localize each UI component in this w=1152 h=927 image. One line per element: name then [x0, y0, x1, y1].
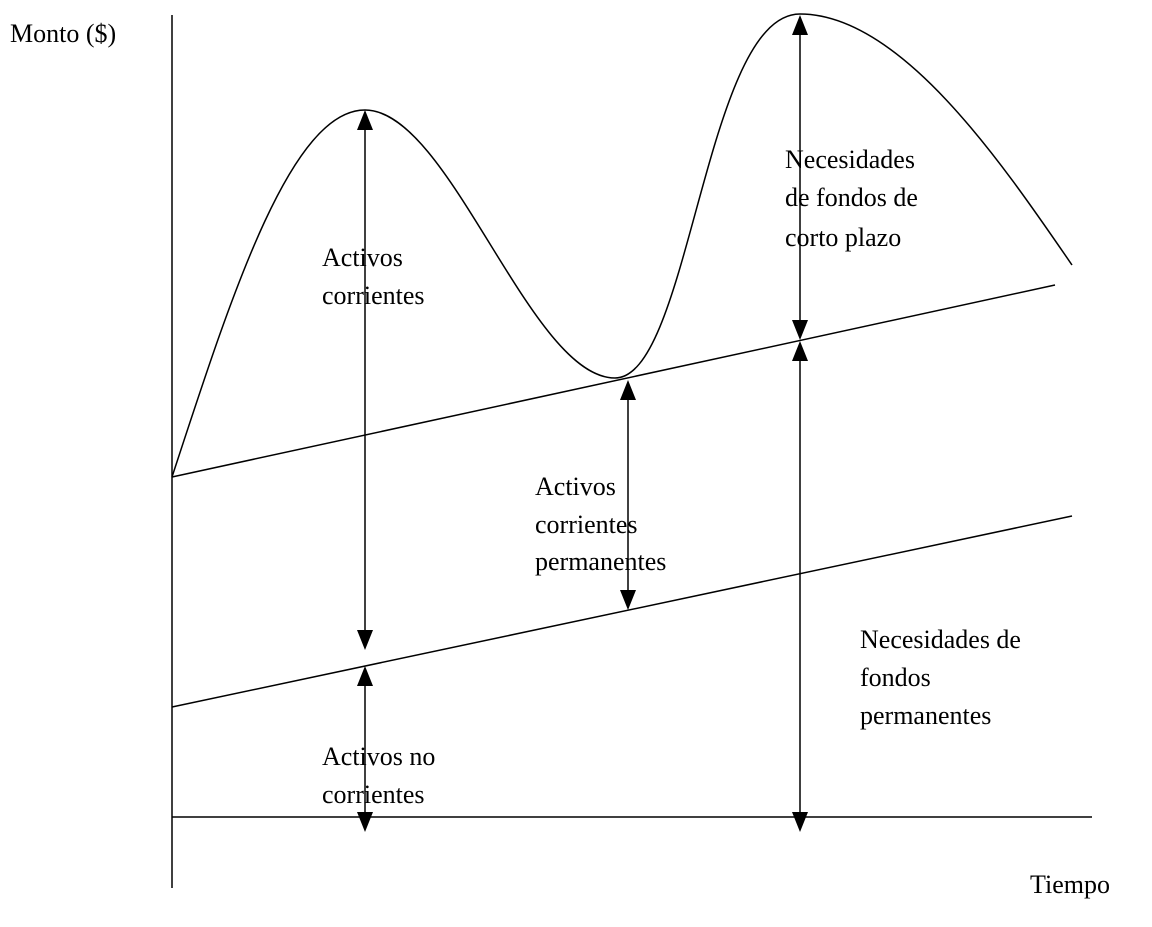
label-noncurrent-assets: Activos no corrientes	[322, 742, 435, 809]
noncurrent-line	[171, 515, 1073, 708]
x-axis-label: Tiempo	[1030, 870, 1110, 899]
label-current-assets: Activos corrientes	[322, 243, 425, 310]
label-line: corrientes	[535, 510, 638, 539]
label-line: fondos	[860, 663, 931, 692]
label-line: de fondos de	[785, 183, 918, 212]
label-permanent-needs: Necesidades de fondos permanentes	[860, 625, 1021, 730]
label-permanent-current-assets: Activos corrientes permanentes	[535, 472, 666, 576]
label-line: permanentes	[535, 547, 666, 576]
label-line: permanentes	[860, 701, 991, 730]
permanent-line	[171, 284, 1056, 478]
label-line: Activos	[535, 472, 616, 501]
label-short-term-needs: Necesidades de fondos de corto plazo	[785, 145, 918, 252]
arrows	[357, 15, 808, 832]
label-line: Necesidades	[785, 145, 915, 174]
current-assets-curve	[171, 13, 1073, 478]
label-line: corrientes	[322, 281, 425, 310]
label-line: Activos	[322, 243, 403, 272]
label-line: Necesidades de	[860, 625, 1021, 654]
y-axis-label: Monto ($)	[10, 19, 116, 48]
label-line: Activos no	[322, 742, 435, 771]
label-line: corrientes	[322, 780, 425, 809]
label-line: corto plazo	[785, 223, 901, 252]
